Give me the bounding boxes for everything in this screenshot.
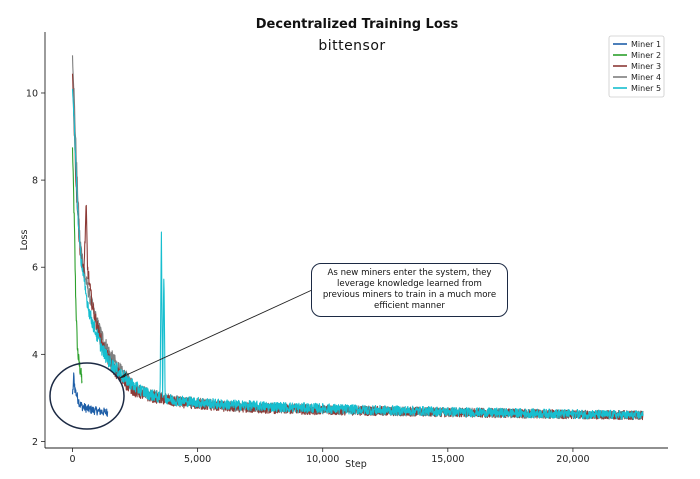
legend: Miner 1 Miner 2 Miner 3 Miner 4 Miner 5 [608,35,665,98]
legend-label: Miner 3 [631,62,661,71]
y-axis-ticks: 2 4 6 8 10 [26,88,45,448]
x-axis-ticks: 0 5,000 10,000 15,000 20,000 [69,448,590,465]
legend-label: Miner 1 [631,40,661,49]
highlight-ellipse [49,362,125,430]
chart-title: Decentralized Training Loss [256,17,459,32]
legend-label: Miner 5 [631,84,661,93]
y-tick-label: 8 [32,176,38,187]
legend-label: Miner 4 [631,73,661,82]
x-axis-label: Step [345,459,367,470]
x-tick-label: 15,000 [431,454,464,465]
y-axis-label: Loss [19,230,30,251]
annotation-arrow-head [118,372,127,379]
y-tick-label: 2 [32,437,38,448]
y-tick-label: 4 [32,350,38,361]
legend-box [608,35,665,98]
x-tick-label: 10,000 [306,454,339,465]
y-tick-label: 10 [26,88,38,99]
legend-label: Miner 2 [631,51,661,60]
bittensor-logo-text: bittensor [318,38,385,54]
annotation-text: As new miners enter the system, they lev… [322,268,497,311]
y-tick-label: 6 [32,263,38,274]
series-line-miner-5 [71,88,644,420]
series-line-miner-3 [71,73,644,421]
annotation-box: As new miners enter the system, they lev… [311,263,508,317]
series-line-miner-4 [71,55,644,421]
x-tick-label: 5,000 [184,454,211,465]
series-line-miner-2 [71,147,83,384]
x-tick-label: 20,000 [556,454,589,465]
annotation-arrow-line [119,289,313,379]
series-line-miner-1 [71,372,109,417]
plot-frame [44,32,668,449]
x-tick-label: 0 [69,454,75,465]
series-layer [71,55,644,421]
